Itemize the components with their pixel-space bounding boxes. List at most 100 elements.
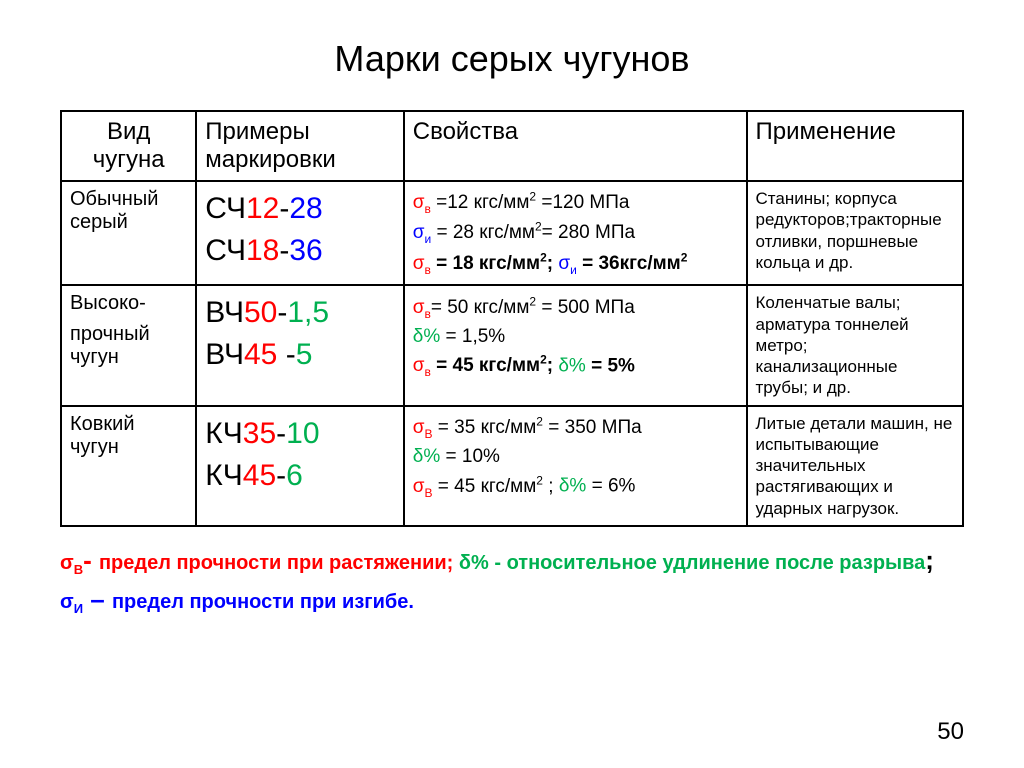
- sigma-symbol: σИ: [60, 591, 83, 613]
- legend-dash: –: [83, 584, 112, 614]
- prop-text: = 10%: [446, 446, 500, 467]
- prop-text: = 6%: [592, 476, 636, 497]
- table-header-row: Вид чугуна Примеры маркировки Свойства П…: [61, 111, 963, 181]
- sigma-symbol: σВ: [413, 417, 433, 438]
- prop-line: δ% = 1,5%: [413, 323, 738, 352]
- page-title: Марки серых чугунов: [60, 38, 964, 80]
- mark-prefix: СЧ: [205, 234, 246, 267]
- marks-cell: КЧ35-10 КЧ45-6: [196, 406, 403, 526]
- marks-cell: СЧ12-28 СЧ18-36: [196, 181, 403, 285]
- prop-text: = 45 кгс/мм2 ;: [433, 476, 559, 497]
- sigma-symbol: σи: [558, 253, 576, 274]
- col-header-marks: Примеры маркировки: [196, 111, 403, 181]
- mark-strength: 18: [246, 234, 279, 267]
- mark-dash: -: [279, 234, 289, 267]
- prop-text: =12 кгс/мм2 =120 МПа: [431, 192, 630, 213]
- mark-line: ВЧ50-1,5: [205, 292, 394, 334]
- mark-elong: 1,5: [287, 296, 329, 329]
- prop-text: = 35 кгс/мм2 = 350 МПа: [433, 417, 642, 438]
- page-number: 50: [937, 718, 964, 746]
- mark-line: СЧ12-28: [205, 188, 394, 230]
- mark-line: КЧ35-10: [205, 413, 394, 455]
- mark-elong: 5: [296, 338, 313, 371]
- prop-text: = 18 кгс/мм2;: [431, 253, 559, 274]
- delta-symbol: δ%: [413, 326, 446, 347]
- prop-text: = 36кгс/мм2: [577, 253, 688, 274]
- prop-text: = 28 кгс/мм2= 280 МПа: [431, 222, 635, 243]
- delta-symbol: δ%: [559, 476, 592, 497]
- props-cell: σв= 50 кгс/мм2 = 500 МПа δ% = 1,5% σв = …: [404, 285, 747, 405]
- type-text: прочный чугун: [70, 323, 187, 369]
- type-cell: Ковкий чугун: [61, 406, 196, 526]
- sigma-symbol: σв: [413, 355, 431, 376]
- prop-text: = 45 кгс/мм2;: [431, 355, 559, 376]
- legend-line: σИ – предел прочности при изгибе.: [60, 580, 964, 619]
- type-cell: Высоко- прочный чугун: [61, 285, 196, 405]
- prop-text: = 50 кгс/мм2 = 500 МПа: [431, 297, 635, 318]
- prop-line: σи = 28 кгс/мм2= 280 МПа: [413, 218, 738, 248]
- legend-line: σВ- предел прочности при растяжении; δ% …: [60, 541, 964, 580]
- legend: σВ- предел прочности при растяжении; δ% …: [60, 541, 964, 619]
- mark-strength: 12: [246, 192, 279, 225]
- prop-line: σВ = 45 кгс/мм2 ; δ% = 6%: [413, 471, 738, 501]
- mark-strength: 45: [243, 459, 276, 492]
- sigma-symbol: σв: [413, 297, 431, 318]
- slide: Марки серых чугунов Вид чугуна Примеры м…: [0, 0, 1024, 768]
- delta-symbol: δ%: [558, 355, 591, 376]
- legend-dash: -: [83, 545, 99, 575]
- mark-dash: -: [286, 338, 296, 371]
- mark-strength: 50: [244, 296, 277, 329]
- mark-dash: -: [279, 192, 289, 225]
- mark-strength: 35: [243, 417, 276, 450]
- mark-line: КЧ45-6: [205, 455, 394, 497]
- col-header-props: Свойства: [404, 111, 747, 181]
- props-cell: σВ = 35 кгс/мм2 = 350 МПа δ% = 10% σВ = …: [404, 406, 747, 526]
- sigma-symbol: σВ: [60, 552, 83, 574]
- table-row: Ковкий чугун КЧ35-10 КЧ45-6 σВ = 35 кгс/…: [61, 406, 963, 526]
- application-cell: Коленчатые валы; арматура тоннелей метро…: [747, 285, 964, 405]
- prop-line: δ% = 10%: [413, 443, 738, 472]
- marks-cell: ВЧ50-1,5 ВЧ45 -5: [196, 285, 403, 405]
- legend-text: δ% - относительное удлинение после разры…: [453, 552, 925, 574]
- legend-text: предел прочности при изгибе.: [112, 591, 414, 613]
- mark-prefix: ВЧ: [205, 296, 244, 329]
- col-header-type: Вид чугуна: [61, 111, 196, 181]
- materials-table: Вид чугуна Примеры маркировки Свойства П…: [60, 110, 964, 527]
- mark-line: СЧ18-36: [205, 230, 394, 272]
- prop-line: σВ = 35 кгс/мм2 = 350 МПа: [413, 413, 738, 443]
- col-header-app: Применение: [747, 111, 964, 181]
- mark-bend: 28: [289, 192, 322, 225]
- sigma-symbol: σи: [413, 222, 431, 243]
- mark-dash: -: [276, 459, 286, 492]
- prop-text: = 1,5%: [446, 326, 506, 347]
- mark-prefix: КЧ: [205, 417, 242, 450]
- mark-dash: -: [276, 417, 286, 450]
- sigma-symbol: σв: [413, 253, 431, 274]
- application-cell: Станины; корпуса редукторов;тракторные о…: [747, 181, 964, 285]
- mark-prefix: СЧ: [205, 192, 246, 225]
- type-text: Высоко-: [70, 292, 187, 315]
- legend-text: предел прочности при растяжении;: [99, 552, 453, 574]
- prop-line: σв =12 кгс/мм2 =120 МПа: [413, 188, 738, 218]
- mark-prefix: КЧ: [205, 459, 242, 492]
- table-row: Высоко- прочный чугун ВЧ50-1,5 ВЧ45 -5 σ…: [61, 285, 963, 405]
- prop-line: σв = 45 кгс/мм2; δ% = 5%: [413, 351, 738, 381]
- mark-elong: 10: [286, 417, 319, 450]
- application-cell: Литые детали машин, не испытывающие знач…: [747, 406, 964, 526]
- prop-line: σв = 18 кгс/мм2; σи = 36кгс/мм2: [413, 248, 738, 278]
- mark-strength: 45: [244, 338, 286, 371]
- table-row: Обычный серый СЧ12-28 СЧ18-36 σв =12 кгс…: [61, 181, 963, 285]
- props-cell: σв =12 кгс/мм2 =120 МПа σи = 28 кгс/мм2=…: [404, 181, 747, 285]
- mark-dash: -: [277, 296, 287, 329]
- prop-line: σв= 50 кгс/мм2 = 500 МПа: [413, 292, 738, 322]
- delta-symbol: δ%: [413, 446, 446, 467]
- sigma-symbol: σВ: [413, 476, 433, 497]
- mark-prefix: ВЧ: [205, 338, 244, 371]
- mark-bend: 36: [289, 234, 322, 267]
- type-cell: Обычный серый: [61, 181, 196, 285]
- sigma-symbol: σв: [413, 192, 431, 213]
- mark-elong: 6: [286, 459, 303, 492]
- mark-line: ВЧ45 -5: [205, 334, 394, 376]
- prop-text: = 5%: [591, 355, 635, 376]
- legend-semicolon: ;: [925, 545, 934, 575]
